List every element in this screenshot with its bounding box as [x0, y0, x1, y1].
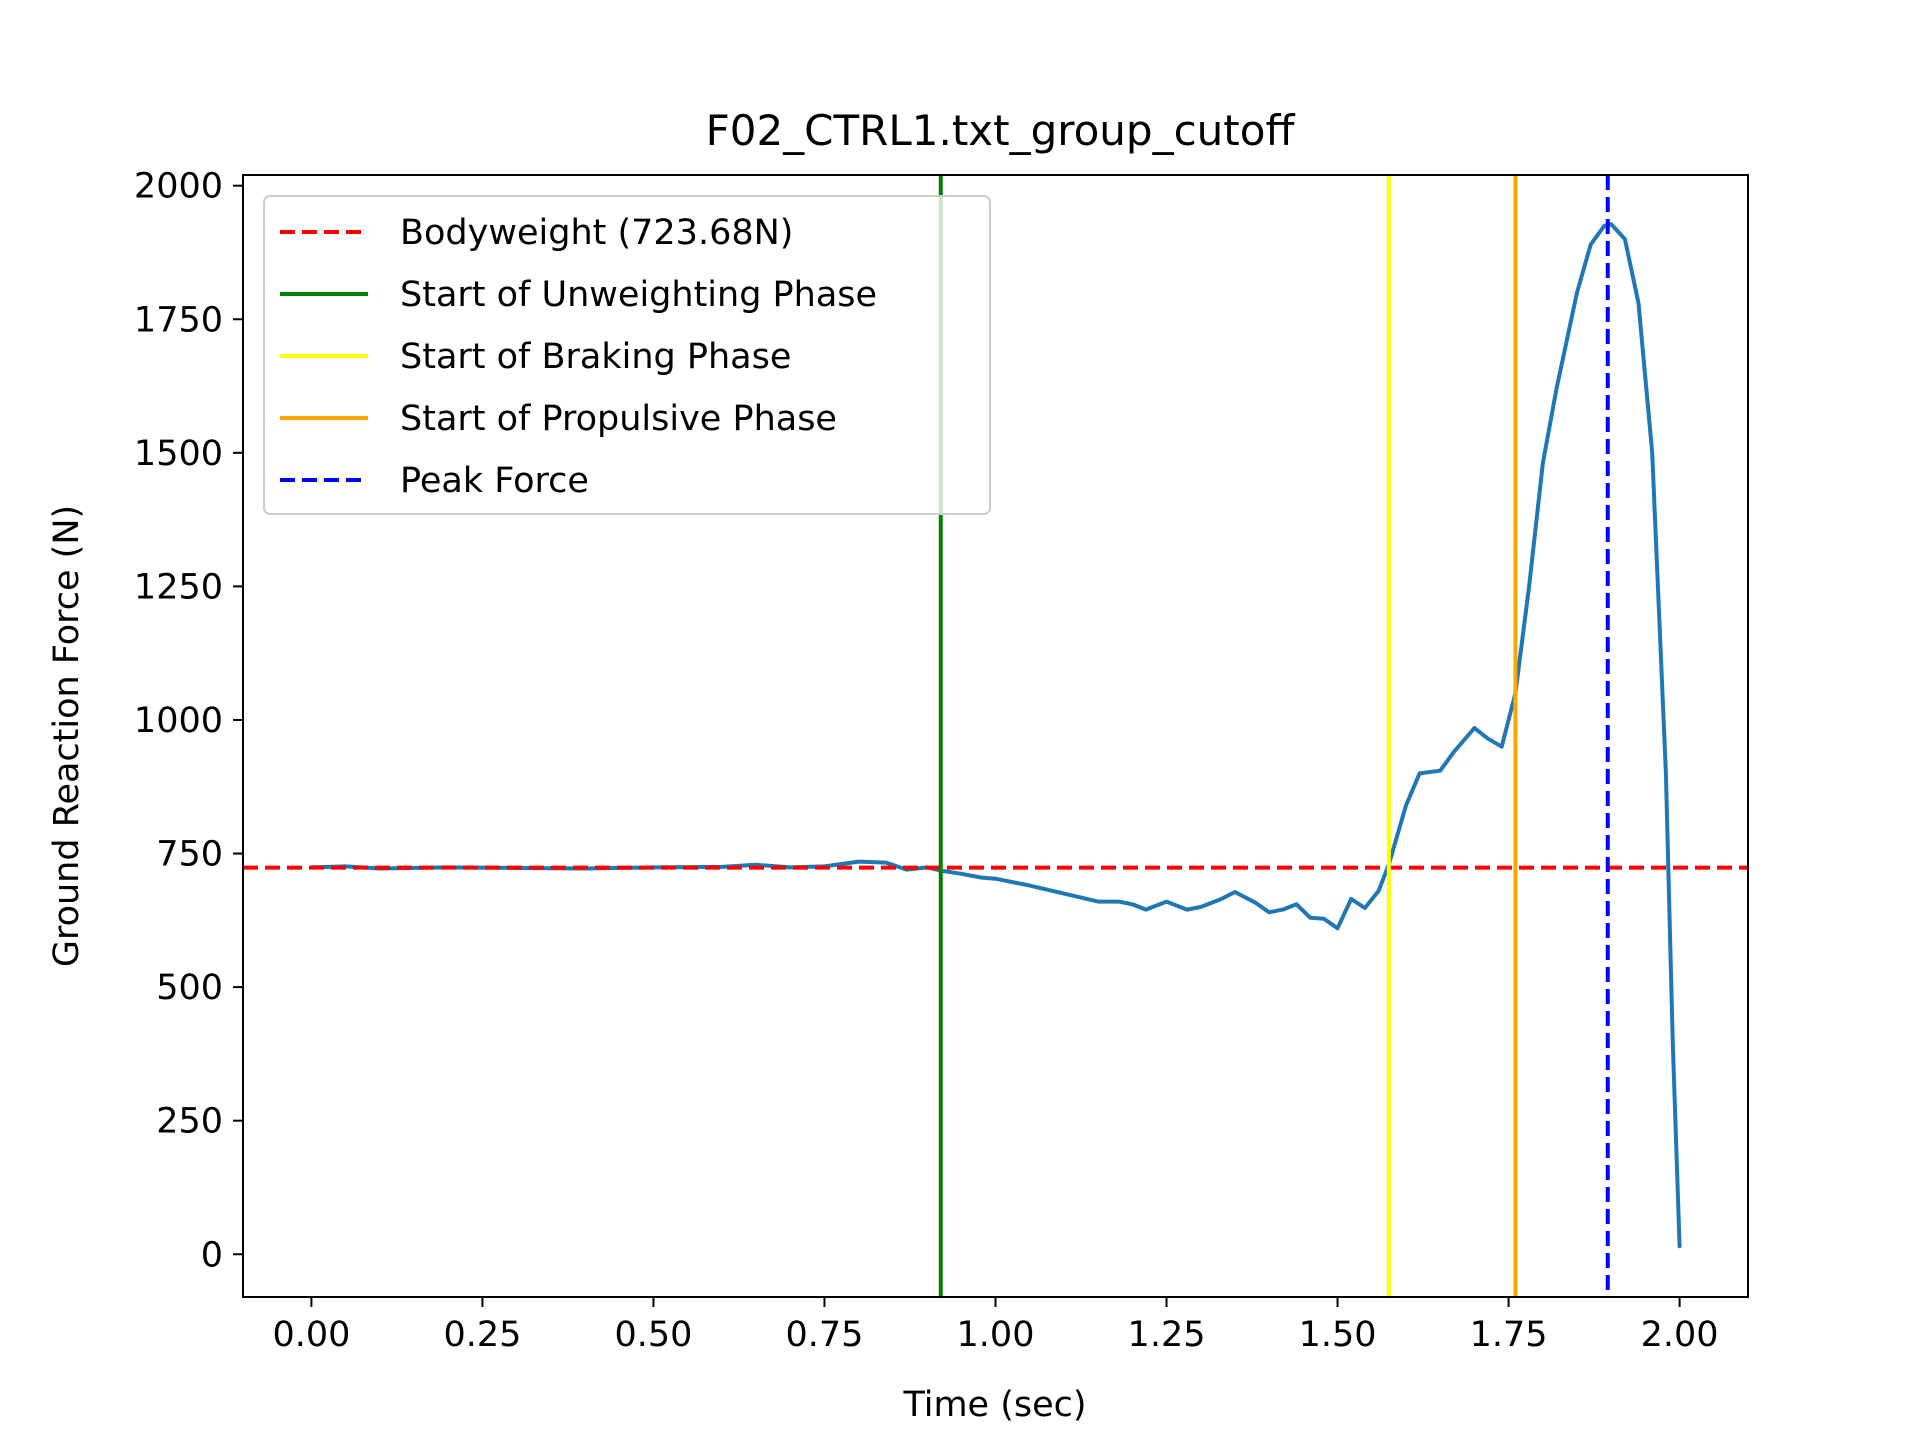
- x-tick-label: 1.75: [1470, 1315, 1548, 1355]
- legend-label-bodyweight-723-68n: Bodyweight (723.68N): [400, 213, 793, 253]
- y-tick-label: 500: [156, 968, 223, 1008]
- y-tick-label: 1750: [134, 300, 223, 340]
- x-tick-label: 0.25: [443, 1315, 521, 1355]
- x-tick-label: 1.00: [957, 1315, 1035, 1355]
- x-axis-label: Time (sec): [902, 1385, 1086, 1425]
- legend-label-start-of-braking-phase: Start of Braking Phase: [400, 337, 791, 377]
- x-tick-label: 1.25: [1128, 1315, 1206, 1355]
- legend: Bodyweight (723.68N) Start of Unweighting…: [263, 195, 991, 515]
- x-tick-label: 0.75: [786, 1315, 864, 1355]
- y-tick-label: 1250: [134, 567, 223, 607]
- legend-box: [263, 195, 991, 515]
- y-axis-label: Ground Reaction Force (N): [47, 505, 87, 967]
- x-tick-label: 1.50: [1299, 1315, 1377, 1355]
- y-tick-label: 1000: [134, 701, 223, 741]
- y-tick-label: 250: [156, 1102, 223, 1142]
- legend-label-start-of-unweighting-phase: Start of Unweighting Phase: [400, 275, 877, 315]
- x-tick-label: 0.50: [614, 1315, 692, 1355]
- y-tick-label: 0: [201, 1235, 223, 1275]
- y-tick-label: 750: [156, 835, 223, 875]
- chart-title: F02_CTRL1.txt_group_cutoff: [706, 106, 1296, 155]
- y-tick-label: 1500: [134, 434, 223, 474]
- legend-label-start-of-propulsive-phase: Start of Propulsive Phase: [400, 399, 837, 439]
- x-tick-label: 0.00: [272, 1315, 350, 1355]
- x-tick-label: 2.00: [1641, 1315, 1719, 1355]
- legend-label-peak-force: Peak Force: [400, 461, 589, 501]
- y-tick-label: 2000: [134, 167, 223, 207]
- series-line-0: [309, 222, 1682, 1249]
- x-axis: 0.00 0.25 0.50 0.75 1.00 1.25 1.50 1.75 2.00: [272, 1297, 1719, 1355]
- y-axis: 0 250 500 750 1000 1250 1500 1750 2000: [134, 167, 243, 1275]
